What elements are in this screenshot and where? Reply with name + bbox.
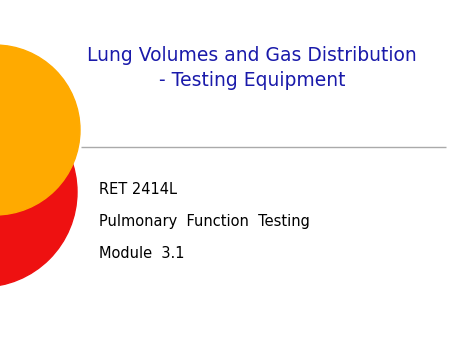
Circle shape [0,45,80,215]
Text: Pulmonary  Function  Testing: Pulmonary Function Testing [99,214,310,229]
Text: Module  3.1: Module 3.1 [99,246,184,261]
Text: RET 2414L: RET 2414L [99,182,177,197]
Text: Lung Volumes and Gas Distribution
- Testing Equipment: Lung Volumes and Gas Distribution - Test… [87,46,417,90]
Circle shape [0,97,77,287]
